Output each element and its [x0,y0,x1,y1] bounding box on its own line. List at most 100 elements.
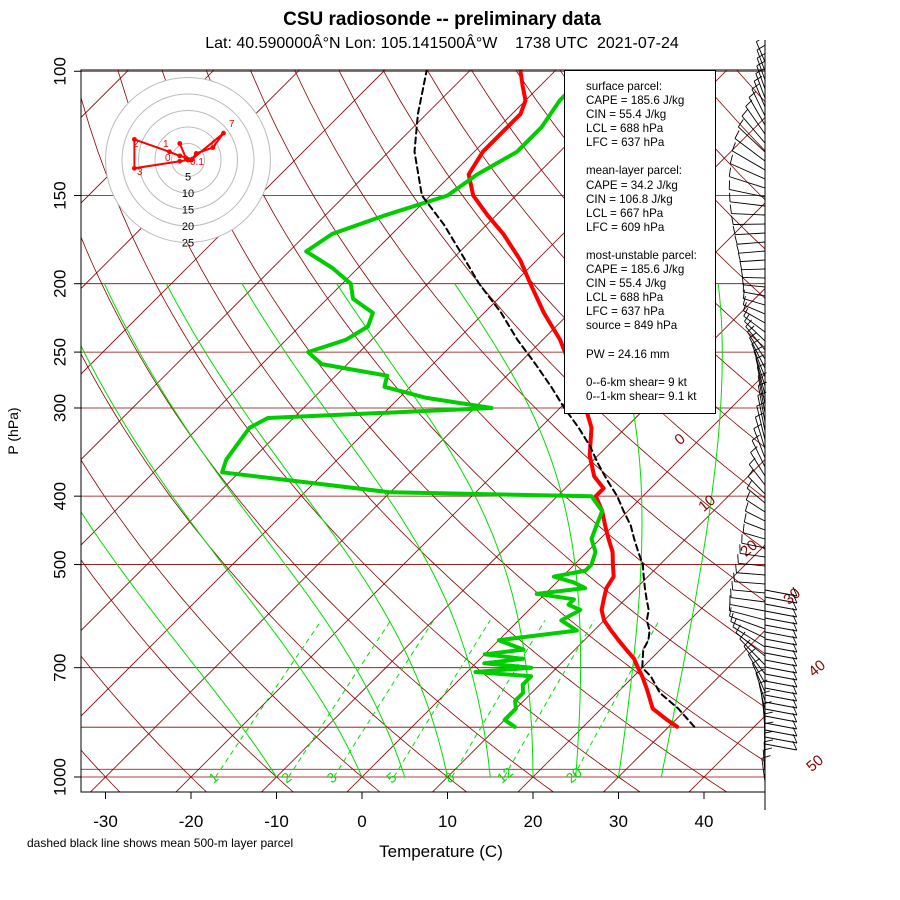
dry-adiabat-line [249,70,765,655]
hodograph-ring-label: 15 [182,205,194,217]
wind-barb-flag [758,381,767,386]
wind-barb-flag [792,607,798,618]
mixing-ratio-label: 5 [383,769,399,786]
mean-cin: CIN = 106.8 J/kg [586,192,673,206]
wind-barb [739,638,766,666]
surface-parcel-header: surface parcel: [586,80,663,93]
y-tick-label: 500 [51,550,70,578]
wind-barb-flag [792,614,798,625]
x-axis-label: Temperature (C) [379,842,503,861]
wind-barb-flag [731,580,734,591]
dry-adiabat-line [81,96,641,792]
wind-barb [747,476,766,495]
wind-barb [748,97,766,126]
wind-barb [764,666,797,674]
temperature-curve [466,70,680,729]
wind-barb [732,626,766,648]
wind-barb-flag [744,502,749,512]
wind-barb [734,581,766,585]
wind-barb-flag [792,628,798,639]
wind-barb [743,646,766,675]
wind-barb-flag [751,434,760,441]
wind-barb [764,659,797,667]
isotherm-label: 50 [803,752,827,776]
wind-barb [750,452,766,477]
wind-barb-flag [755,68,764,74]
wind-barb [738,126,766,153]
wind-barb-flag [748,91,757,98]
wind-barb [764,701,797,709]
wind-barb [756,366,766,405]
hodograph-height-label: 6 [211,139,217,150]
mixing-ratio-label: 3 [323,769,339,786]
wind-barb [746,499,766,513]
wind-barb-flag [758,679,768,684]
wind-barb-flag [755,354,765,359]
wind-barb-flag [757,391,767,396]
wind-barbs [728,40,798,783]
y-tick-label: 200 [51,270,70,298]
surface-lcl: LCL = 688 hPa [586,122,664,136]
x-tick-label: -20 [179,812,204,831]
mixing-ratio-label: 20 [563,764,585,786]
wind-barb [755,358,766,396]
hodograph-point [177,158,183,164]
x-tick-label: 0 [357,812,366,831]
hodograph-ring-label: 20 [182,221,194,233]
mixing-ratio-label: 2 [278,769,294,786]
wind-barb [764,743,797,751]
wind-barb [764,624,798,632]
wind-barb [761,758,766,783]
wind-barb-flag [742,295,746,305]
wind-barb [746,487,766,504]
wind-barb [733,223,766,225]
wind-barb [729,603,766,612]
wind-barb [743,304,766,315]
wind-barb [740,552,766,558]
moist-adiabat-line [165,283,448,778]
wind-barb [730,163,766,180]
wind-barb [764,708,798,716]
wind-barb [732,150,766,171]
x-tick-label: 20 [524,812,543,831]
isotherm-line [688,715,765,792]
moist-adiabat-line [454,283,582,778]
y-tick-label: 300 [51,394,70,422]
wind-barb-flag [756,401,766,407]
chart-title: CSU radiosonde -- preliminary data [283,9,601,30]
wind-barb [741,115,766,144]
wind-barb [729,615,766,630]
most-unstable-parcel-header: most-unstable parcel: [586,248,697,262]
hodograph-height-label: 7 [229,119,235,130]
wind-barb [735,632,766,657]
surface-cape: CAPE = 185.6 J/kg [586,94,685,108]
footnote: dashed black line shows mean 500-m layer… [27,836,294,850]
wind-barb-flag [755,412,764,418]
wind-barb-flag [792,740,798,751]
isotherm-label: 40 [805,657,829,681]
wind-barb-flag [748,648,756,655]
hodograph-height-label: 0 [165,153,171,164]
wind-barb-flag [734,130,740,139]
hodograph-point [177,153,183,159]
wind-barb [764,638,797,646]
wind-barb [738,250,766,254]
hodograph-ring-label: 10 [182,188,194,200]
wind-barb-flag [792,642,798,653]
wind-barb [751,440,766,468]
wind-barb-flag [756,60,765,67]
wind-barb-flag [745,319,752,327]
wind-barb-flag [735,624,741,633]
wind-barb-flag [755,668,765,674]
wind-barb-flag [730,612,734,622]
wind-barb [764,589,798,597]
wind-barb [734,138,766,162]
wind-barb-flag [742,289,745,299]
hodograph-height-label: 1 [163,139,169,150]
wind-barb [764,715,797,723]
dry-adiabat-line [81,353,467,792]
wind-barb-flag [749,331,758,339]
wind-barb [756,57,766,81]
dry-adiabat-line [294,70,765,602]
